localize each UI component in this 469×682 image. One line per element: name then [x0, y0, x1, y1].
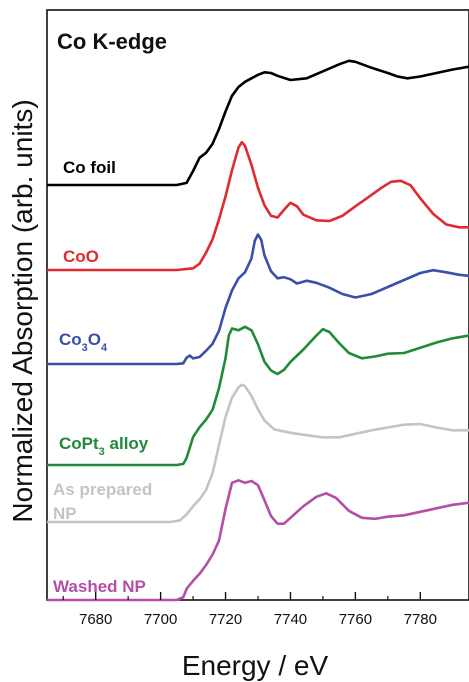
series-label-0: Co foil [63, 158, 116, 177]
x-tick-label-4: 7760 [339, 611, 372, 628]
series-line-2 [47, 233, 469, 366]
series-curves [47, 59, 469, 602]
y-axis-label: Normalized Absorption (arb. units) [7, 99, 38, 523]
series-label-1: CoO [63, 247, 99, 266]
x-tick-label-0: 7680 [79, 611, 112, 628]
series-label-2: Co3O4 [59, 330, 108, 354]
series-line-5 [47, 479, 469, 602]
series-labels: Co foil CoO Co3O4 CoPt3 alloy As prepared NP W… [53, 158, 152, 596]
x-tick-label-3: 7740 [274, 611, 307, 628]
x-axis-label: Energy / eV [181, 650, 329, 681]
plot-frame [46, 9, 469, 601]
series-label-5: Washed NP [53, 577, 146, 596]
x-axis-ticks: 7680 7700 7720 7740 7760 7780 [62, 592, 437, 628]
chart-title: Co K-edge [57, 29, 167, 54]
series-line-4 [47, 383, 469, 524]
series-label-3: CoPt3 alloy [59, 434, 149, 458]
series-line-3 [47, 325, 469, 467]
series-line-0 [47, 59, 469, 187]
series-label-4: As prepared NP [53, 480, 152, 523]
x-tick-label-5: 7780 [404, 611, 437, 628]
x-tick-label-1: 7700 [144, 611, 177, 628]
x-tick-label-2: 7720 [209, 611, 242, 628]
series-line-1 [47, 141, 469, 272]
